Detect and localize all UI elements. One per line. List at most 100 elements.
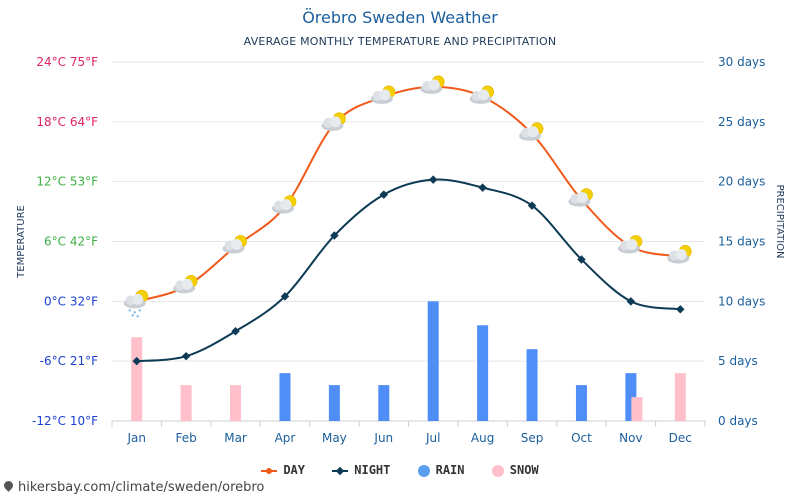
legend-night-label: NIGHT <box>354 463 391 477</box>
month-label: Aug <box>471 431 494 445</box>
legend-day-label: DAY <box>283 463 306 477</box>
night-point <box>577 255 586 264</box>
cloud-puff <box>626 238 638 250</box>
month-label: Jun <box>373 431 393 445</box>
snow-bar <box>230 385 242 421</box>
rain-bar <box>279 373 291 421</box>
month-label: Mar <box>224 431 247 445</box>
month-label: Sep <box>521 431 544 445</box>
cloud-puff <box>280 199 292 211</box>
rain-bar <box>378 385 390 421</box>
right-axis-title: PRECIPITATION <box>774 184 785 258</box>
legend-snow-label: SNOW <box>509 463 539 477</box>
night-point <box>379 190 389 199</box>
cloud-puff <box>181 278 193 290</box>
rain-bar <box>625 373 637 421</box>
cloud-sun-icon <box>321 112 346 131</box>
night-point <box>428 175 438 184</box>
source-link[interactable]: hikersbay.com/climate/sweden/orebro <box>2 479 265 495</box>
night-point <box>626 297 636 306</box>
cloud-sun-icon <box>222 235 247 254</box>
snow-bar <box>631 397 643 421</box>
cloud-puff <box>231 238 243 250</box>
cloud-sun-icon <box>667 245 692 264</box>
right-tick-label: 10 days <box>718 294 765 308</box>
night-line <box>136 178 681 363</box>
cloud-puff <box>329 116 341 128</box>
night-point <box>676 305 685 314</box>
month-label: Dec <box>669 431 692 445</box>
legend-item-rain[interactable]: RAIN <box>417 463 465 477</box>
legend: DAY NIGHT RAIN SNOW <box>0 463 800 477</box>
night-point <box>478 183 487 192</box>
month-label: Jul <box>425 431 440 445</box>
location-pin-icon <box>2 479 15 492</box>
month-label: Oct <box>571 431 592 445</box>
snowflake <box>131 314 134 317</box>
legend-day-swatch <box>261 467 278 474</box>
snowflake <box>128 309 131 312</box>
cloud-sun-icon <box>568 188 593 207</box>
night-point <box>330 231 339 240</box>
left-tick-label: 18°C 64°F <box>36 115 98 129</box>
cloud-sun-icon <box>370 85 396 104</box>
cloud-puff <box>379 89 391 101</box>
left-tick-label: -12°C 10°F <box>32 414 98 428</box>
right-tick-label: 0 days <box>718 414 758 428</box>
day-line <box>136 85 681 303</box>
month-label: Nov <box>619 431 642 445</box>
cloud-puff <box>132 293 144 305</box>
cloud-puff <box>576 192 588 204</box>
month-label: Apr <box>275 431 296 445</box>
left-tick-label: 0°C 32°F <box>44 294 98 308</box>
legend-rain-label: RAIN <box>435 463 465 477</box>
legend-rain-swatch <box>417 464 430 477</box>
cloud-sun-icon <box>420 75 445 94</box>
cloud-sun-icon <box>519 122 544 141</box>
cloud-sun-icon <box>123 289 149 318</box>
cloud-sun-icon <box>271 195 297 214</box>
cloud-sun-icon <box>173 274 198 294</box>
chart-subtitle: AVERAGE MONTHLY TEMPERATURE AND PRECIPIT… <box>243 35 557 48</box>
legend-snow-swatch <box>491 464 504 477</box>
right-tick-label: 5 days <box>718 354 758 368</box>
snowflake <box>138 309 141 312</box>
night-point <box>132 356 141 366</box>
night-point <box>231 327 240 336</box>
rain-bar <box>427 301 439 421</box>
rain-bar <box>328 385 340 421</box>
month-label: May <box>322 431 347 445</box>
night-point <box>181 351 191 361</box>
month-label: Feb <box>176 431 197 445</box>
cloud-puff <box>527 126 539 138</box>
legend-night-swatch <box>332 466 349 475</box>
source-text: hikersbay.com/climate/sweden/orebro <box>18 480 265 495</box>
snow-bar <box>131 337 143 421</box>
left-axis-title: TEMPERATURE <box>16 205 27 279</box>
cloud-puff <box>428 79 440 91</box>
snow-bar <box>674 373 686 421</box>
cloud-sun-icon <box>469 85 495 104</box>
left-tick-label: 6°C 42°F <box>44 235 98 249</box>
right-tick-label: 15 days <box>718 235 765 249</box>
right-tick-label: 30 days <box>718 55 765 69</box>
rain-bar <box>526 349 538 421</box>
right-tick-label: 25 days <box>718 115 765 129</box>
right-tick-label: 20 days <box>718 175 765 189</box>
month-label: Jan <box>126 431 146 445</box>
chart-title: Örebro Sweden Weather <box>302 8 498 27</box>
left-tick-label: 12°C 53°F <box>36 175 98 189</box>
cloud-puff <box>478 89 490 101</box>
snow-bar <box>180 385 192 421</box>
cloud-puff <box>675 248 687 260</box>
rain-bar <box>575 385 587 421</box>
snowflake <box>136 315 139 318</box>
rain-bar <box>477 325 489 421</box>
legend-item-day[interactable]: DAY <box>261 463 305 477</box>
left-tick-label: 24°C 75°F <box>36 55 98 69</box>
left-tick-label: -6°C 21°F <box>40 354 98 368</box>
legend-item-night[interactable]: NIGHT <box>332 463 390 477</box>
cloud-sun-icon <box>617 235 643 254</box>
legend-item-snow[interactable]: SNOW <box>491 463 539 477</box>
